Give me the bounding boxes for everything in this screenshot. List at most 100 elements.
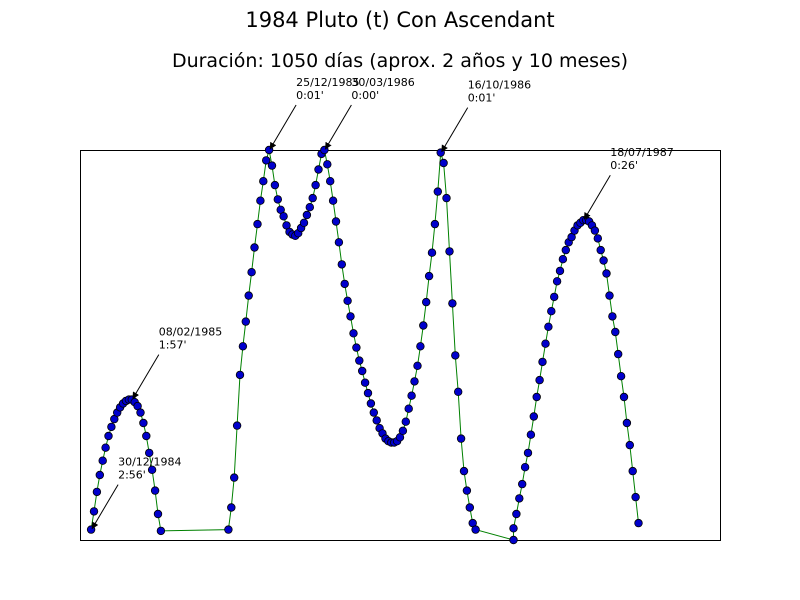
data-point (279, 212, 288, 221)
data-point (299, 218, 309, 227)
data-point (95, 470, 104, 480)
annotation-date-label: 30/03/1986 (351, 76, 414, 89)
annotation-arrow (583, 174, 611, 220)
data-point (622, 418, 632, 428)
data-point (136, 408, 145, 417)
data-point (611, 327, 620, 337)
data-point (430, 219, 440, 229)
data-point (401, 417, 410, 426)
data-point (104, 431, 113, 441)
data-point (229, 473, 239, 482)
data-point (270, 180, 280, 190)
annotation-date-label: 25/12/1985 (296, 76, 359, 89)
data-point (328, 196, 338, 205)
data-point (147, 465, 157, 474)
data-point (244, 291, 253, 300)
data-point (247, 268, 256, 277)
annotation-value-label: 0:01' (468, 92, 496, 105)
data-point (89, 507, 99, 516)
data-point (520, 463, 530, 472)
data-point (424, 271, 434, 281)
data-point (616, 372, 626, 381)
data-point (555, 266, 565, 276)
data-point (262, 156, 271, 165)
annotation-date-label: 16/10/1986 (468, 79, 531, 92)
data-point (509, 524, 518, 533)
data-point (416, 342, 425, 351)
data-point (369, 408, 378, 417)
data-point (241, 317, 250, 326)
data-point (156, 526, 166, 536)
data-point (224, 525, 233, 534)
data-point (448, 299, 457, 308)
data-point (273, 195, 282, 204)
data-point (538, 357, 547, 367)
annotation-value-label: 2:56' (118, 469, 146, 482)
data-point (326, 176, 335, 186)
data-point (323, 160, 332, 169)
annotation-value-label: 0:00' (351, 89, 379, 102)
annotation-arrow (269, 104, 297, 150)
data-point (634, 518, 643, 528)
data-point (419, 321, 428, 330)
data-point (256, 196, 265, 205)
annotation-arrow (132, 354, 160, 400)
data-point (153, 509, 163, 519)
data-point (363, 388, 373, 398)
data-point (465, 503, 474, 512)
plot-frame (80, 150, 721, 541)
data-point (593, 234, 602, 243)
data-point (407, 391, 416, 400)
data-point (445, 247, 454, 256)
data-point (302, 210, 312, 220)
data-point (343, 296, 352, 305)
data-point (86, 525, 96, 534)
data-point (349, 329, 358, 338)
annotation-value-label: 0:26' (610, 159, 638, 172)
data-point (337, 260, 346, 269)
data-point (372, 416, 381, 425)
data-point (331, 217, 341, 226)
data-point (558, 255, 568, 264)
data-point (439, 158, 448, 168)
data-point (355, 356, 364, 365)
data-point (442, 193, 451, 203)
data-point (308, 193, 317, 203)
data-point (631, 492, 640, 502)
data-point (352, 343, 361, 352)
data-point (101, 443, 110, 452)
data-point (238, 342, 248, 351)
data-point (422, 297, 431, 307)
annotation-arrow (324, 104, 352, 150)
chart-title: 1984 Pluto (t) Con Ascendant (245, 8, 555, 32)
data-point (366, 399, 376, 408)
data-point (599, 256, 608, 265)
annotation-arrow (441, 107, 469, 153)
data-point (602, 269, 611, 278)
data-point (509, 535, 518, 545)
data-point (456, 434, 466, 443)
data-point (346, 312, 355, 321)
chart-subtitle: Duración: 1050 días (aprox. 2 años y 10 … (171, 50, 629, 72)
data-point (544, 322, 553, 331)
data-point (253, 219, 262, 229)
data-point (451, 351, 460, 360)
data-point (552, 277, 562, 286)
data-point (535, 375, 544, 385)
data-point (340, 279, 349, 289)
annotation-arrow (91, 484, 119, 530)
data-point (320, 145, 329, 155)
series-layer (86, 145, 643, 545)
data-point (619, 392, 629, 402)
data-point (625, 440, 634, 450)
data-point (142, 431, 151, 441)
annotation-date-label: 30/12/1984 (118, 456, 181, 469)
data-point (454, 387, 463, 396)
data-point (410, 377, 419, 386)
data-point (235, 370, 245, 380)
data-point (360, 378, 370, 387)
data-point (605, 291, 614, 300)
data-point (232, 421, 242, 430)
